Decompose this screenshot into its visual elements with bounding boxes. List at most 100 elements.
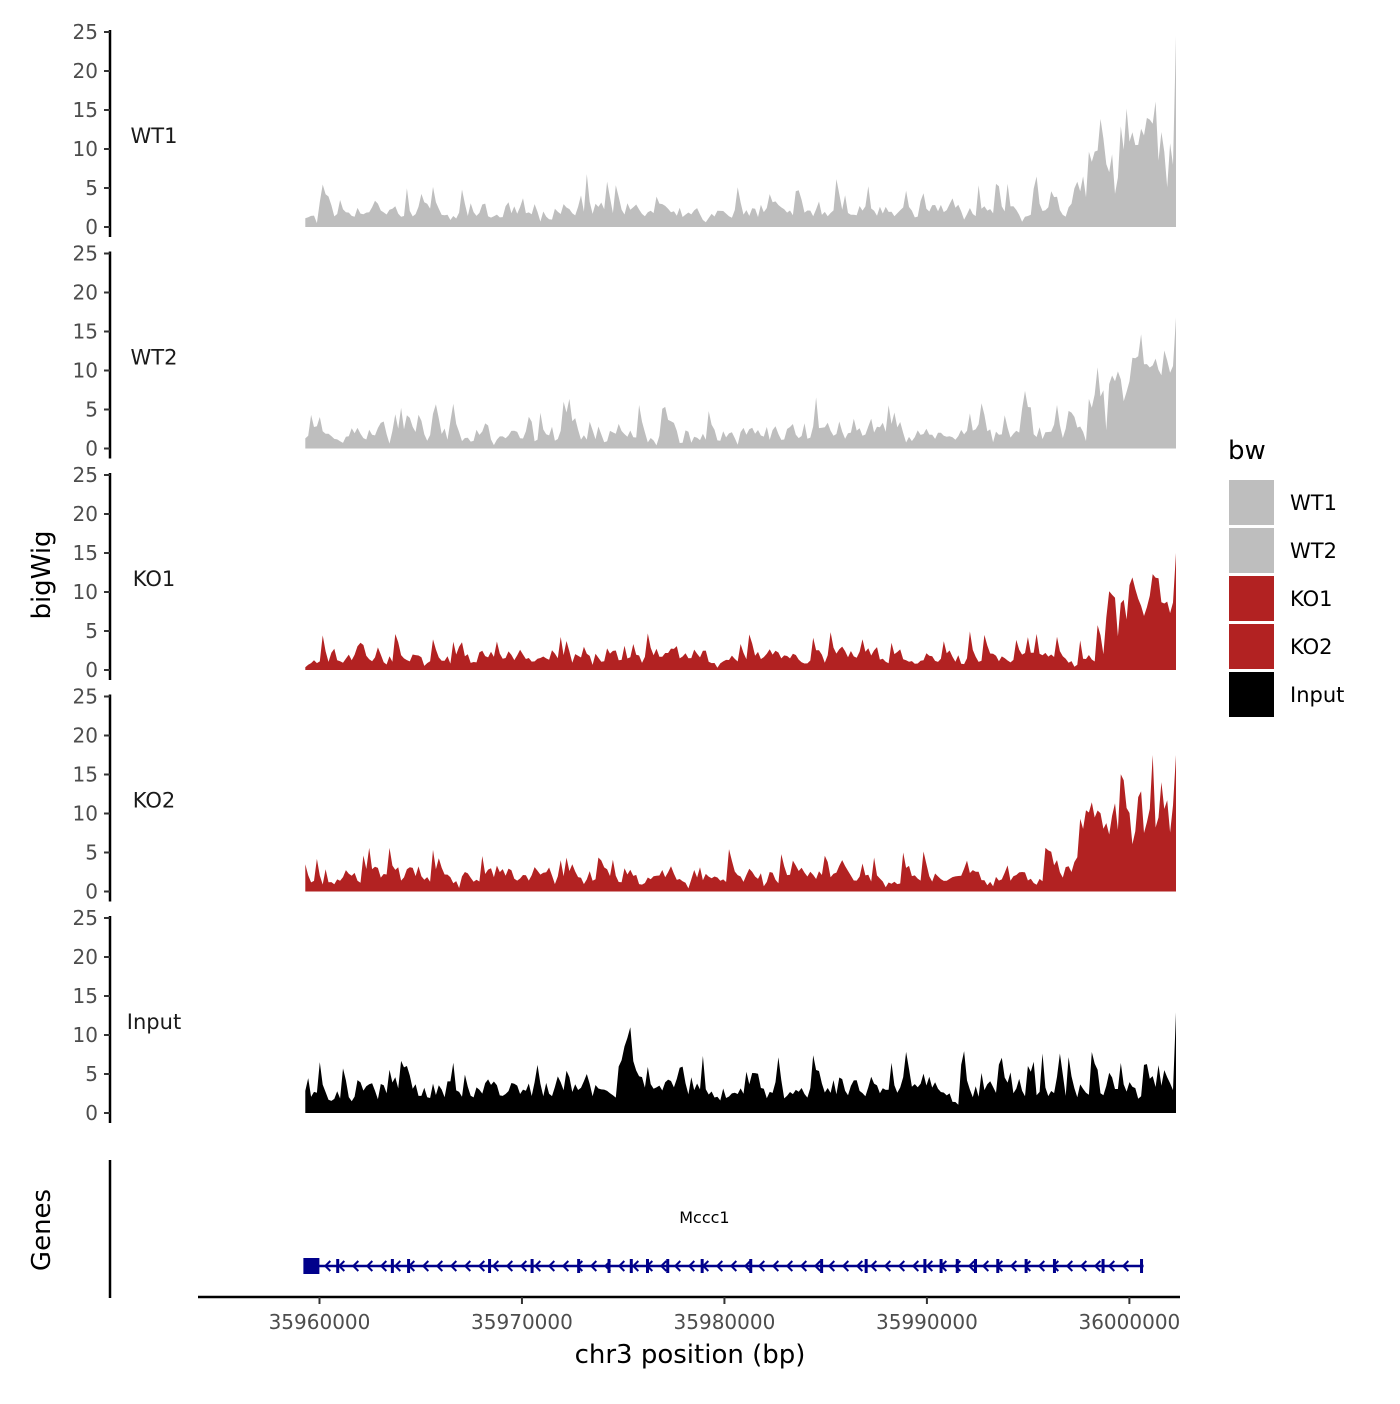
- exon: [407, 1259, 411, 1273]
- gene-label: Mccc1: [679, 1208, 729, 1227]
- y-tick-label: 10: [73, 137, 98, 161]
- legend-label-wt1: WT1: [1290, 491, 1337, 515]
- exon: [864, 1259, 868, 1273]
- strand-arrow: [379, 1260, 388, 1272]
- strand-arrow: [673, 1260, 682, 1272]
- strand-arrow: [869, 1260, 878, 1272]
- y-tick-label: 15: [73, 541, 98, 565]
- strand-arrow: [729, 1260, 738, 1272]
- exon: [1101, 1259, 1105, 1273]
- y-tick-label: 15: [73, 763, 98, 787]
- track-label: WT1: [131, 124, 178, 148]
- strand-arrow: [813, 1260, 822, 1272]
- strand-arrow: [855, 1260, 864, 1272]
- y-tick-label: 20: [73, 281, 98, 305]
- x-tick-label: 36000000: [1078, 1310, 1180, 1334]
- y-tick-label: 10: [73, 580, 98, 604]
- y-tick-label: 10: [73, 802, 98, 826]
- track-wt2: 0 5 10 15 20 25 WT2: [73, 242, 1176, 461]
- exon: [955, 1259, 959, 1273]
- legend-swatch-wt2: [1229, 528, 1274, 573]
- exon: [923, 1259, 927, 1273]
- strand-arrow: [715, 1260, 724, 1272]
- track-input: 0 5 10 15 20 25 Input: [73, 906, 1176, 1125]
- legend-swatch-ko2: [1229, 624, 1274, 669]
- track-wt1: 0 5 10 15 20 25 WT1: [73, 20, 1176, 239]
- strand-arrow: [1079, 1260, 1088, 1272]
- strand-arrow: [743, 1260, 752, 1272]
- y-tick-label: 25: [73, 906, 98, 930]
- strand-arrow: [771, 1260, 780, 1272]
- legend-label-ko1: KO1: [1290, 587, 1333, 611]
- strand-arrow: [687, 1260, 696, 1272]
- strand-arrow: [519, 1260, 528, 1272]
- legend-label-wt2: WT2: [1290, 539, 1337, 563]
- coverage-area-wt1: [305, 35, 1176, 228]
- track-label: KO2: [133, 789, 176, 813]
- strand-arrow: [785, 1260, 794, 1272]
- y-tick-label: 10: [73, 1023, 98, 1047]
- strand-arrow: [1065, 1260, 1074, 1272]
- y-tick-label: 15: [73, 984, 98, 1008]
- legend: bw WT1 WT2 KO1 KO2 Input: [1228, 436, 1344, 717]
- strand-arrow: [1107, 1260, 1116, 1272]
- coverage-area-ko2: [305, 755, 1176, 892]
- y-tick-label: 5: [85, 176, 98, 200]
- strand-arrow: [589, 1260, 598, 1272]
- strand-arrow: [827, 1260, 836, 1272]
- exon: [939, 1259, 943, 1273]
- strand-arrow: [477, 1260, 486, 1272]
- strand-arrow: [365, 1260, 374, 1272]
- x-tick-label: 35970000: [471, 1310, 573, 1334]
- x-tick-label: 35980000: [674, 1310, 776, 1334]
- strand-arrow: [435, 1260, 444, 1272]
- y-tick-label: 0: [85, 437, 98, 461]
- genes-panel: Mccc1: [108, 1160, 1144, 1298]
- exon: [700, 1259, 704, 1273]
- coverage-area-ko1: [305, 553, 1176, 670]
- y-tick-label: 10: [73, 359, 98, 383]
- strand-arrow: [883, 1260, 892, 1272]
- y-tick-label: 25: [73, 20, 98, 44]
- y-axis-title: bigWig: [27, 530, 57, 619]
- tracks: 0510152025WT10510152025WT20510152025KO10…: [73, 20, 1176, 1125]
- strand-arrow: [351, 1260, 360, 1272]
- exon: [1140, 1259, 1144, 1273]
- strand-arrow: [463, 1260, 472, 1272]
- strand-arrow: [449, 1260, 458, 1272]
- track-ko2: 0 5 10 15 20 25 KO2: [73, 685, 1176, 904]
- track-ko1: 0 5 10 15 20 25 KO1: [73, 463, 1176, 682]
- y-tick-label: 0: [85, 1101, 98, 1125]
- strand-arrow: [337, 1260, 346, 1272]
- exon: [530, 1259, 534, 1273]
- y-tick-label: 5: [85, 398, 98, 422]
- track-label: KO1: [133, 567, 176, 591]
- exon: [1052, 1259, 1056, 1273]
- legend-swatch-wt1: [1229, 480, 1274, 525]
- y-tick-label: 25: [73, 242, 98, 266]
- strand-arrow: [841, 1260, 850, 1272]
- exon: [996, 1259, 1000, 1273]
- legend-swatch-ko1: [1229, 576, 1274, 621]
- legend-label-input: Input: [1290, 683, 1344, 707]
- exon: [607, 1259, 611, 1273]
- x-axis-title: chr3 position (bp): [575, 1340, 806, 1370]
- strand-arrow: [393, 1260, 402, 1272]
- coverage-area-input: [305, 1012, 1176, 1113]
- y-tick-label: 0: [85, 658, 98, 682]
- y-tick-label: 25: [73, 463, 98, 487]
- coverage-area-wt2: [305, 317, 1176, 449]
- exon: [974, 1259, 978, 1273]
- strand-arrow: [323, 1260, 332, 1272]
- legend-title: bw: [1228, 436, 1266, 466]
- exon: [1024, 1259, 1028, 1273]
- exon: [749, 1259, 753, 1273]
- y-tick-label: 20: [73, 945, 98, 969]
- strand-arrow: [925, 1260, 934, 1272]
- genes-axis-title: Genes: [27, 1189, 57, 1271]
- strand-arrow: [1121, 1260, 1130, 1272]
- strand-arrow: [1037, 1260, 1046, 1272]
- strand-arrow: [911, 1260, 920, 1272]
